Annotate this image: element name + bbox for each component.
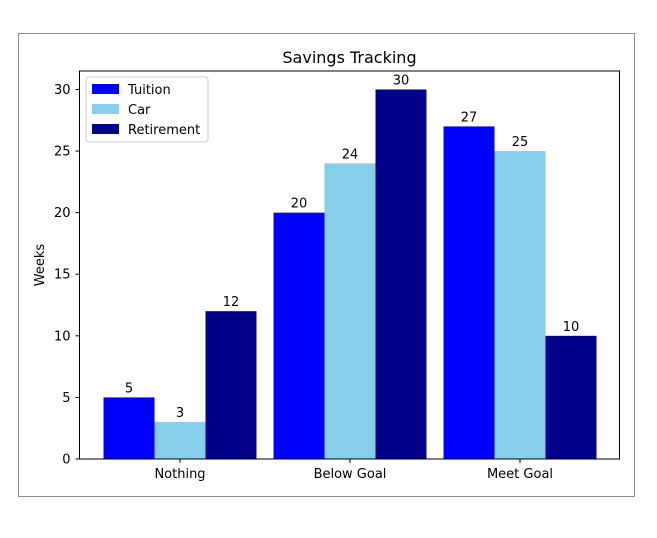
data-label: 27 — [461, 110, 478, 125]
legend-label-car: Car — [128, 103, 151, 118]
y-tick-label: 30 — [54, 83, 71, 98]
y-tick-label: 15 — [54, 268, 71, 283]
legend-label-retirement: Retirement — [128, 123, 200, 138]
bar-retirement-below-goal — [375, 89, 427, 459]
data-label: 24 — [342, 147, 359, 162]
legend: Tuition Car Retirement — [85, 76, 209, 143]
y-tick-label: 5 — [62, 391, 70, 406]
bar-tuition-nothing — [103, 397, 155, 459]
x-tick-label: Below Goal — [314, 467, 387, 482]
data-label: 25 — [512, 135, 529, 150]
legend-swatch-retirement — [92, 124, 119, 134]
bar-car-nothing — [154, 422, 206, 459]
data-label: 5 — [125, 381, 133, 396]
data-label: 30 — [393, 73, 410, 88]
bar-car-meet-goal — [494, 151, 546, 460]
y-tick-label: 10 — [54, 329, 71, 344]
y-axis-label: Weeks — [33, 244, 48, 287]
bar-tuition-meet-goal — [443, 126, 495, 459]
x-tick-label: Nothing — [154, 467, 205, 482]
bar-retirement-nothing — [205, 311, 257, 459]
legend-swatch-car — [92, 104, 119, 114]
y-tick-label: 25 — [54, 145, 71, 160]
data-label: 10 — [563, 320, 580, 335]
y-tick-label: 20 — [54, 206, 71, 221]
bar-car-below-goal — [324, 163, 376, 459]
data-label: 12 — [223, 295, 240, 310]
legend-swatch-tuition — [92, 84, 119, 94]
chart-title: Savings Tracking — [282, 48, 416, 67]
x-tick-label: Meet Goal — [487, 467, 553, 482]
data-label: 3 — [176, 406, 184, 421]
y-tick-label: 0 — [62, 453, 70, 468]
data-label: 20 — [291, 197, 308, 212]
bar-retirement-meet-goal — [545, 335, 597, 459]
bar-tuition-below-goal — [273, 212, 325, 459]
legend-label-tuition: Tuition — [127, 83, 171, 98]
